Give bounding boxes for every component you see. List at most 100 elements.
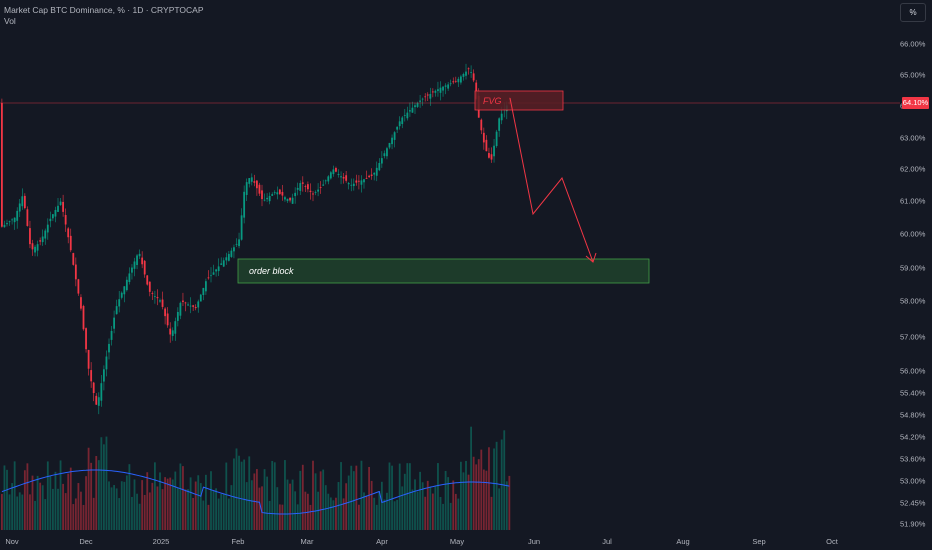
candle <box>41 236 44 243</box>
candle <box>156 297 159 299</box>
candle <box>100 383 103 401</box>
volume-bar <box>301 464 304 530</box>
candle <box>472 73 475 81</box>
fvg-zone[interactable] <box>474 90 564 111</box>
volume-bar <box>250 480 253 530</box>
candle <box>286 198 289 202</box>
candle <box>59 201 62 206</box>
volume-bar <box>240 461 243 530</box>
candle <box>64 214 67 225</box>
candle <box>189 305 192 307</box>
volume-bar <box>386 492 388 530</box>
y-tick-label: 56.00% <box>900 366 926 376</box>
volume-bar <box>273 462 276 530</box>
volume-bar <box>449 502 452 530</box>
candle <box>370 174 373 176</box>
volume-moving-average-line <box>1 469 510 515</box>
candle <box>169 328 172 335</box>
volume-bar <box>508 475 511 530</box>
percent-scale-button[interactable]: % <box>900 3 926 22</box>
volume-bar <box>437 463 439 530</box>
volume-bar <box>365 495 368 530</box>
volume-bar <box>414 479 416 530</box>
volume-bar <box>41 485 44 530</box>
volume-bar <box>444 470 447 530</box>
order-block-zone[interactable] <box>237 258 650 284</box>
candle <box>444 85 447 87</box>
candle <box>171 330 174 336</box>
candle <box>490 154 493 160</box>
candle <box>253 181 256 183</box>
volume-bar <box>77 483 80 530</box>
candle <box>414 105 416 108</box>
projection-path[interactable] <box>509 97 594 263</box>
volume-bar <box>327 493 330 530</box>
order-block-label: order block <box>249 266 294 276</box>
volume-bar <box>291 479 294 530</box>
candle <box>482 132 485 143</box>
candle <box>240 215 243 240</box>
x-tick-label: May <box>449 537 465 546</box>
candle <box>238 239 240 247</box>
candle <box>401 117 404 125</box>
y-tick-label: 53.60% <box>900 454 926 464</box>
volume-bar <box>358 504 360 530</box>
volume-bar <box>342 498 345 530</box>
volume-bar <box>442 503 444 530</box>
candle <box>159 300 161 302</box>
candle <box>21 196 24 207</box>
candle <box>36 244 39 251</box>
volume-bar <box>488 447 490 530</box>
candle <box>355 180 358 183</box>
x-tick-label: Dec <box>79 537 93 546</box>
volume-bar <box>263 469 266 530</box>
candle <box>123 286 126 295</box>
volume-bar <box>416 491 419 530</box>
volume-bar <box>281 504 284 530</box>
candle <box>406 112 409 119</box>
volume-bar <box>355 465 358 530</box>
candle <box>439 87 442 93</box>
volume-bar <box>368 466 370 530</box>
candle <box>322 184 325 186</box>
volume-bar <box>133 479 136 530</box>
candle <box>454 80 457 82</box>
volume-bar <box>39 482 42 530</box>
candle <box>125 279 128 291</box>
volume-bar <box>391 465 393 530</box>
candle <box>44 230 47 239</box>
candle <box>192 305 195 307</box>
symbol-title[interactable]: Market Cap BTC Dominance, % · 1D · CRYPT… <box>4 5 204 15</box>
candle <box>378 162 381 171</box>
volume-bar <box>457 498 460 530</box>
candle <box>212 272 215 275</box>
volume-bar <box>398 463 401 530</box>
volume-bar <box>103 444 105 530</box>
volume-bar <box>151 482 154 530</box>
candle <box>151 293 154 294</box>
volume-bar <box>462 472 465 530</box>
volume-bar <box>286 479 289 530</box>
volume-bar <box>3 465 6 530</box>
volume-bar <box>434 486 437 530</box>
candle <box>85 328 87 350</box>
candle <box>103 369 105 382</box>
volume-bar <box>207 504 210 530</box>
volume-bar <box>424 496 427 530</box>
volume-bar <box>403 473 406 530</box>
candle <box>498 118 501 131</box>
volume-bar <box>125 475 128 530</box>
candle <box>210 275 212 277</box>
candle <box>49 218 52 222</box>
volume-bar <box>278 504 281 530</box>
volume-label[interactable]: Vol <box>4 16 16 26</box>
volume-bar <box>205 474 207 530</box>
y-tick-label: 54.20% <box>900 432 926 442</box>
volume-bar <box>26 463 29 530</box>
volume-bar <box>363 492 365 530</box>
candle <box>18 203 21 212</box>
candle <box>307 184 309 190</box>
candle <box>16 210 19 221</box>
x-tick-label: Feb <box>231 537 245 546</box>
